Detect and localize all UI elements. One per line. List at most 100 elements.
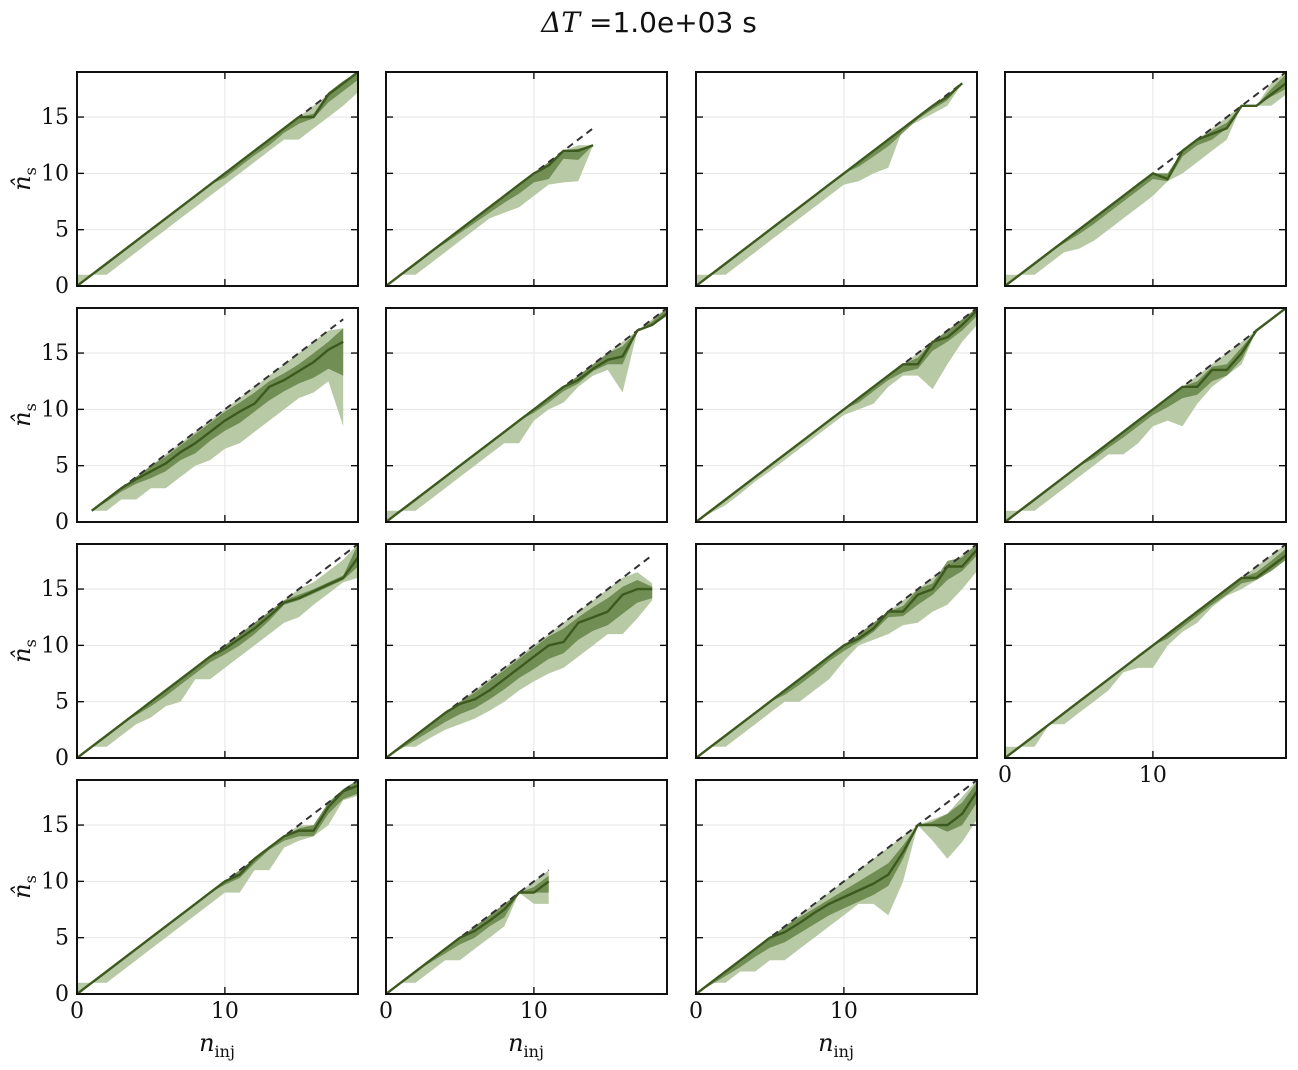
y-tick-label: 15	[41, 813, 69, 838]
panel-frame	[385, 543, 668, 759]
median-line	[1005, 82, 1286, 286]
x-axis-label: ninj	[508, 1029, 544, 1061]
plot-area	[386, 72, 667, 286]
figure-title: ΔT =1.0e+03 s	[0, 6, 1298, 39]
reference-diagonal	[1005, 308, 1286, 522]
reference-diagonal	[91, 318, 344, 512]
median-line	[1005, 554, 1286, 758]
x-tick-label: 10	[211, 999, 239, 1024]
y-tick-label: 15	[41, 341, 69, 366]
panel-5: 0 5 10 15 n̂s	[8, 307, 359, 535]
x-axis-label: ninj	[818, 1029, 854, 1061]
panel-6	[385, 307, 668, 523]
reference-diagonal	[696, 544, 977, 758]
plot-area	[696, 780, 977, 994]
reference-diagonal	[77, 780, 358, 994]
x-axis-label-base: n	[508, 1029, 523, 1057]
reference-diagonal	[386, 869, 550, 994]
x-axis-label-subscript: inj	[834, 1042, 854, 1061]
y-tick-label: 0	[55, 746, 69, 771]
y-tick-label: 15	[41, 577, 69, 602]
x-tick-label: 10	[520, 999, 548, 1024]
y-axis-label-base: n̂	[8, 883, 36, 898]
plot-area	[77, 72, 358, 286]
median-line	[1005, 308, 1286, 522]
x-tick-label: 0	[689, 999, 703, 1024]
median-line	[77, 784, 358, 994]
y-axis-label-base: n̂	[8, 175, 36, 190]
panel-frame	[385, 307, 668, 523]
y-tick-label: 5	[55, 926, 69, 951]
panel-frame	[1004, 71, 1287, 287]
x-tick-label: 10	[1139, 763, 1167, 788]
x-axis-label-base: n	[818, 1029, 833, 1057]
median-line	[696, 309, 977, 522]
plot-area	[1005, 544, 1286, 758]
y-axis-label: n̂s	[8, 167, 40, 191]
y-tick-label: 10	[41, 161, 69, 186]
x-axis-label-base: n	[199, 1029, 214, 1057]
panel-1: 0 5 10 15 n̂s	[8, 71, 359, 299]
y-axis-label-base: n̂	[8, 647, 36, 662]
panel-13: 0 5 10 15 n̂s 0 10 ninj	[8, 779, 359, 1061]
y-tick-label: 5	[55, 690, 69, 715]
panel-3	[695, 71, 978, 287]
y-tick-label: 0	[55, 982, 69, 1007]
y-axis-label-base: n̂	[8, 411, 36, 426]
plot-area	[1005, 308, 1286, 522]
median-line	[386, 312, 667, 522]
y-tick-label: 5	[55, 218, 69, 243]
median-line	[386, 144, 594, 286]
plot-area	[386, 780, 667, 994]
panel-frame	[1004, 307, 1287, 523]
median-line	[696, 790, 977, 994]
inner-band	[386, 145, 594, 286]
title-value: =1.0e+03 s	[580, 6, 757, 39]
inner-band	[1005, 548, 1286, 758]
panel-11	[695, 543, 978, 759]
panel-7	[695, 307, 978, 523]
panel-frame	[385, 71, 668, 287]
plot-area	[77, 780, 358, 994]
reference-diagonal	[386, 554, 653, 758]
plot-area	[1005, 72, 1286, 286]
y-tick-label: 15	[41, 105, 69, 130]
panel-frame	[76, 779, 359, 995]
reference-diagonal	[77, 544, 358, 758]
y-tick-label: 10	[41, 397, 69, 422]
y-axis-label: n̂s	[8, 403, 40, 427]
median-line	[386, 880, 550, 994]
reference-diagonal	[386, 308, 667, 522]
plot-area	[77, 308, 358, 522]
panel-14: 0 10 ninj	[379, 779, 668, 1061]
panel-frame	[695, 543, 978, 759]
panel-frame	[385, 779, 668, 995]
median-line	[696, 548, 977, 758]
panel-frame	[1004, 543, 1287, 759]
title-symbol: ΔT	[541, 6, 581, 39]
y-axis-label-subscript: s	[21, 875, 40, 883]
outer-band	[386, 145, 594, 286]
plot-area	[696, 544, 977, 758]
panel-frame	[76, 307, 359, 523]
panel-8	[1004, 307, 1287, 523]
panel-frame	[76, 543, 359, 759]
reference-diagonal	[77, 72, 358, 286]
plot-area	[696, 72, 977, 286]
y-tick-label: 5	[55, 454, 69, 479]
y-tick-label: 10	[41, 869, 69, 894]
x-axis-label: ninj	[199, 1029, 235, 1061]
median-line	[386, 587, 653, 758]
y-axis-label: n̂s	[8, 639, 40, 663]
x-axis-label-subscript: inj	[524, 1042, 544, 1061]
panel-frame	[695, 307, 978, 523]
median-line	[696, 82, 964, 286]
inner-band	[91, 328, 344, 511]
y-axis-label: n̂s	[8, 875, 40, 899]
median-line	[77, 72, 358, 286]
y-tick-label: 0	[55, 274, 69, 299]
x-axis-label-subscript: inj	[215, 1042, 235, 1061]
y-tick-label: 10	[41, 633, 69, 658]
panel-frame	[76, 71, 359, 287]
